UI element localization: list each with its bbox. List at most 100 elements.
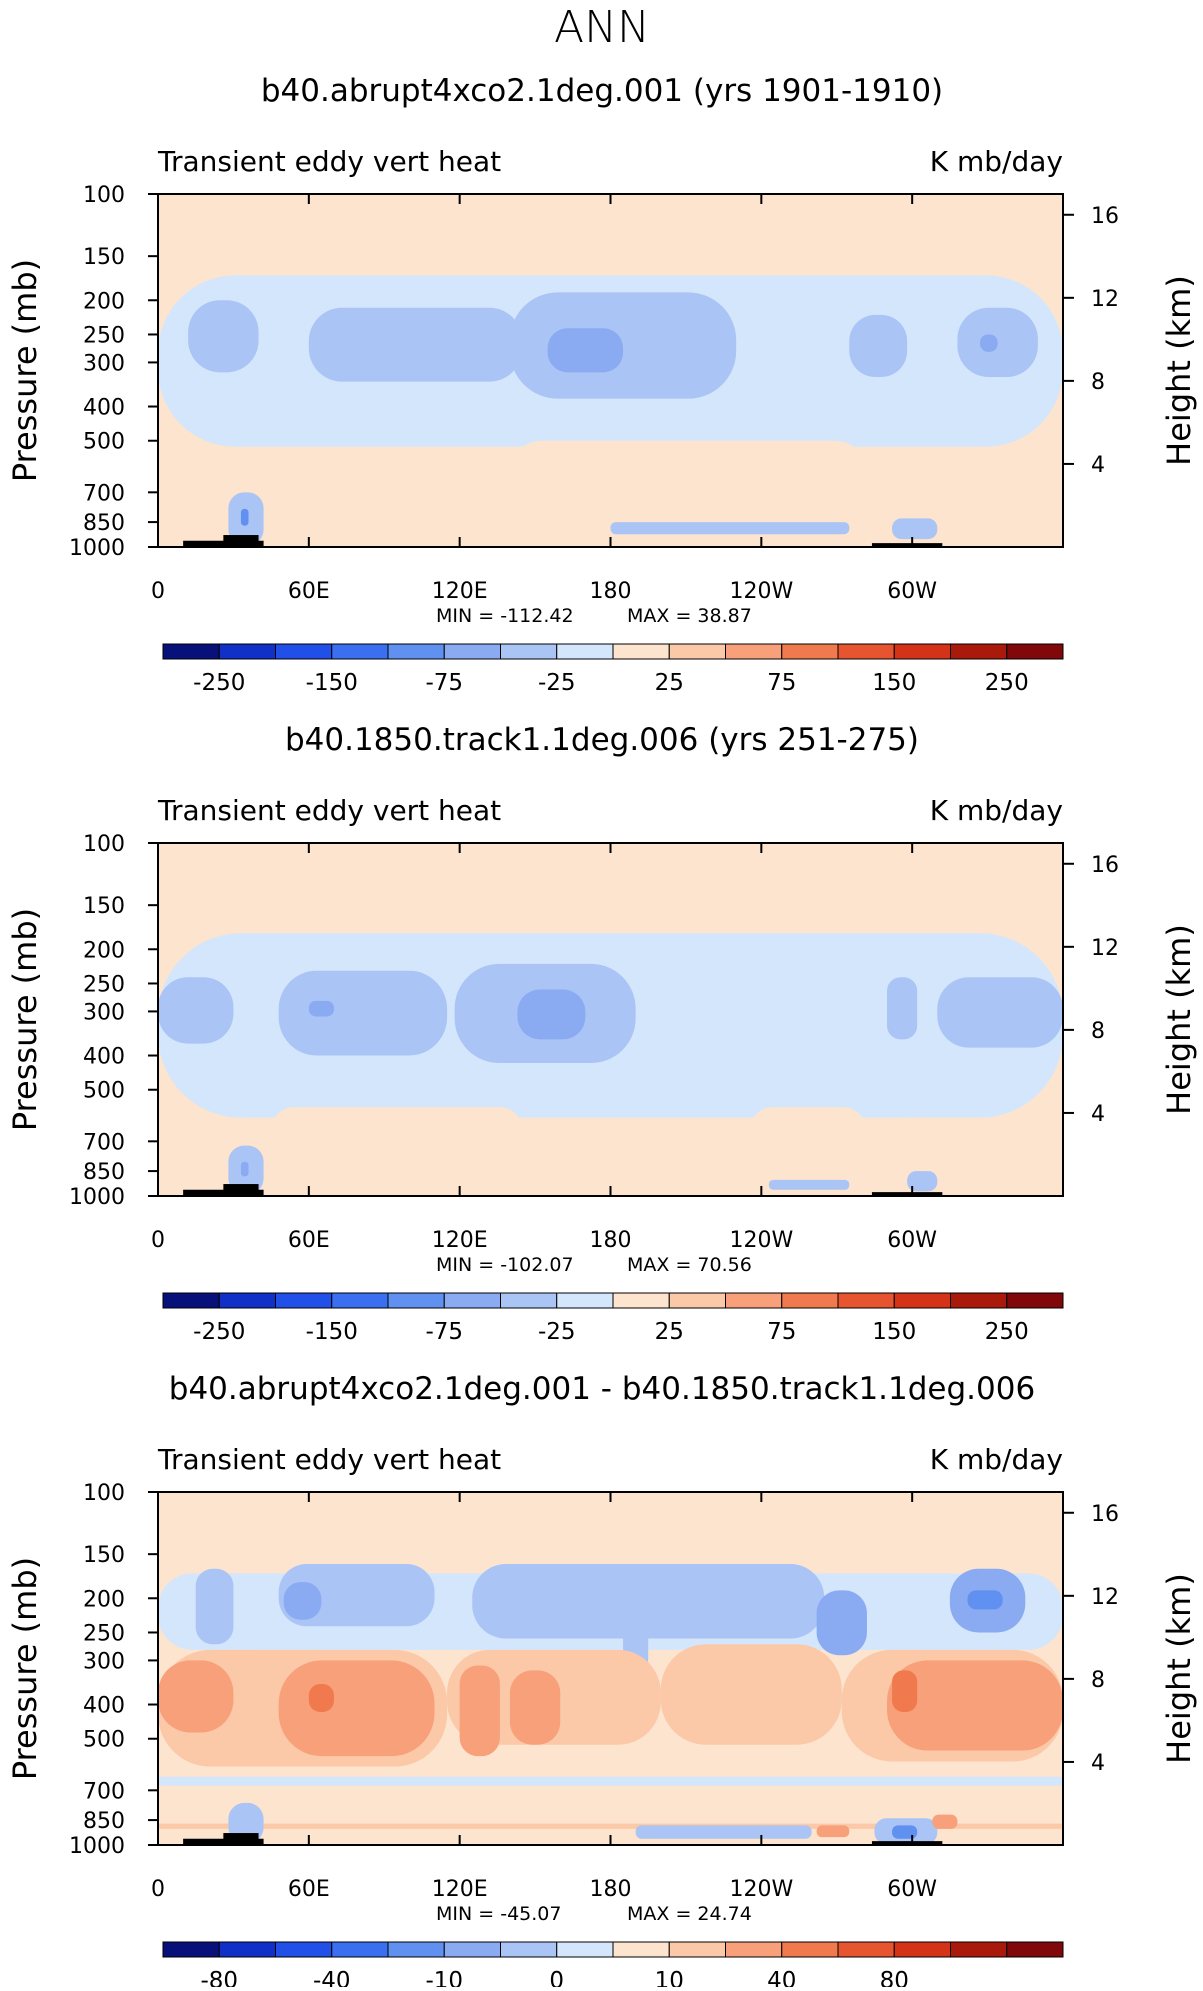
y-tick-label: 850: [83, 1809, 125, 1834]
topography-mask: [871, 1841, 943, 1845]
panel-left-string: Transient eddy vert heat: [157, 794, 501, 827]
colorbar-box: [950, 1941, 1008, 1958]
contour-region: [610, 522, 850, 535]
contour-region: [907, 1171, 938, 1192]
colorbar-box: [950, 1292, 1008, 1309]
panel-units-string: K mb/day: [930, 794, 1063, 827]
x-tick-label: 180: [590, 1228, 632, 1253]
contour-region: [283, 1582, 322, 1620]
contour-region: [748, 1107, 867, 1162]
contour-region: [768, 1179, 850, 1190]
colorbar-label: 250: [985, 1319, 1029, 1345]
colorbar-box: [443, 643, 501, 660]
y-tick-label: 500: [83, 1079, 125, 1104]
colorbar-box: [556, 643, 614, 660]
contour-region: [937, 977, 1063, 1048]
colorbar-label: -75: [425, 670, 463, 696]
max-label: MAX = 38.87: [627, 605, 752, 627]
colorbar-box: [725, 643, 783, 660]
colorbar-box: [500, 1292, 558, 1309]
colorbar-box: [387, 643, 445, 660]
contour-region: [932, 1814, 958, 1829]
topography-mask: [871, 1192, 943, 1196]
colorbar-box: [162, 1941, 220, 1958]
colorbar-box: [837, 643, 895, 660]
contour-region: [308, 307, 523, 382]
y-right-axis-title: Height (km): [1160, 275, 1198, 466]
y-tick-label: 400: [83, 1694, 125, 1719]
season-title: ANN: [554, 2, 650, 53]
contour-region: [887, 458, 1063, 515]
colorbar-box: [218, 1941, 276, 1958]
colorbar-label: -150: [306, 670, 358, 696]
colorbar-box: [837, 1292, 895, 1309]
contour-region: [816, 1590, 867, 1656]
colorbar-box: [331, 1941, 389, 1958]
colorbar-label: 75: [767, 1319, 796, 1345]
contour-region: [509, 440, 867, 511]
panel-case: b40.abrupt4xco2.1deg.001 (yrs 1901-1910)…: [6, 73, 1198, 696]
y-tick-label: 300: [83, 1000, 125, 1025]
colorbar-label: 150: [872, 670, 916, 696]
contour-region: [278, 970, 448, 1056]
y-tick-label: 200: [83, 938, 125, 963]
colorbar-label: -40: [313, 1968, 351, 1987]
panel-title: b40.abrupt4xco2.1deg.001 - b40.1850.trac…: [169, 1371, 1035, 1407]
contour-region: [459, 1665, 500, 1757]
y-tick-label: 100: [83, 1481, 125, 1506]
contour-region: [509, 1670, 561, 1745]
height-tick-label: 12: [1091, 936, 1119, 961]
y-tick-label: 850: [83, 1160, 125, 1185]
contour-region: [195, 1568, 234, 1645]
colorbar-box: [725, 1941, 783, 1958]
panel-title: b40.1850.track1.1deg.006 (yrs 251-275): [285, 722, 919, 758]
height-tick-label: 16: [1091, 1502, 1119, 1527]
colorbar-box: [668, 1941, 726, 1958]
y-tick-label: 100: [83, 832, 125, 857]
colorbar-box: [331, 1292, 389, 1309]
y-tick-label: 500: [83, 1728, 125, 1753]
y-tick-label: 700: [83, 1130, 125, 1155]
x-tick-label: 60W: [887, 1228, 937, 1253]
y-tick-label: 850: [83, 511, 125, 536]
panel-difference: b40.abrupt4xco2.1deg.001 - b40.1850.trac…: [6, 1371, 1198, 1991]
x-tick-label: 0: [151, 1228, 165, 1253]
panel-control: b40.1850.track1.1deg.006 (yrs 251-275) Tr…: [6, 722, 1198, 1345]
colorbar-box: [1006, 1292, 1064, 1309]
contour-region: [887, 977, 918, 1040]
height-tick-label: 8: [1091, 370, 1105, 395]
contour-region: [158, 1492, 1063, 1574]
contour-region: [980, 334, 998, 352]
colorbar-box: [443, 1292, 501, 1309]
panel-left-string: Transient eddy vert heat: [157, 1443, 501, 1476]
colorbar-box: [781, 643, 839, 660]
y-tick-label: 150: [83, 894, 125, 919]
contour-region: [158, 977, 234, 1044]
topography-mask: [223, 535, 259, 547]
y-tick-label: 250: [83, 323, 125, 348]
x-tick-label: 0: [151, 1877, 165, 1902]
contour-region: [509, 292, 737, 399]
contour-region: [263, 455, 435, 513]
colorbar-box: [275, 1292, 333, 1309]
contour-region: [517, 989, 586, 1040]
contour-region: [849, 314, 908, 378]
colorbar-box: [950, 643, 1008, 660]
colorbar-label: -250: [193, 670, 245, 696]
y-tick-label: 1000: [69, 1834, 125, 1859]
min-label: MIN = -45.07: [436, 1903, 561, 1925]
y-tick-label: 300: [83, 1649, 125, 1674]
colorbar-label: -25: [538, 1319, 576, 1345]
colorbar-box: [668, 643, 726, 660]
height-tick-label: 16: [1091, 204, 1119, 229]
y-axis-title: Pressure (mb): [6, 908, 44, 1131]
colorbar-box: [893, 1292, 951, 1309]
colorbar-box: [331, 643, 389, 660]
colorbar-box: [500, 1941, 558, 1958]
colorbar-label: 25: [655, 1319, 684, 1345]
x-tick-label: 120E: [432, 1877, 488, 1902]
colorbar-label: -150: [306, 1319, 358, 1345]
contour-region: [514, 1122, 737, 1168]
contour-field: [158, 194, 1063, 547]
colorbar-box: [275, 643, 333, 660]
